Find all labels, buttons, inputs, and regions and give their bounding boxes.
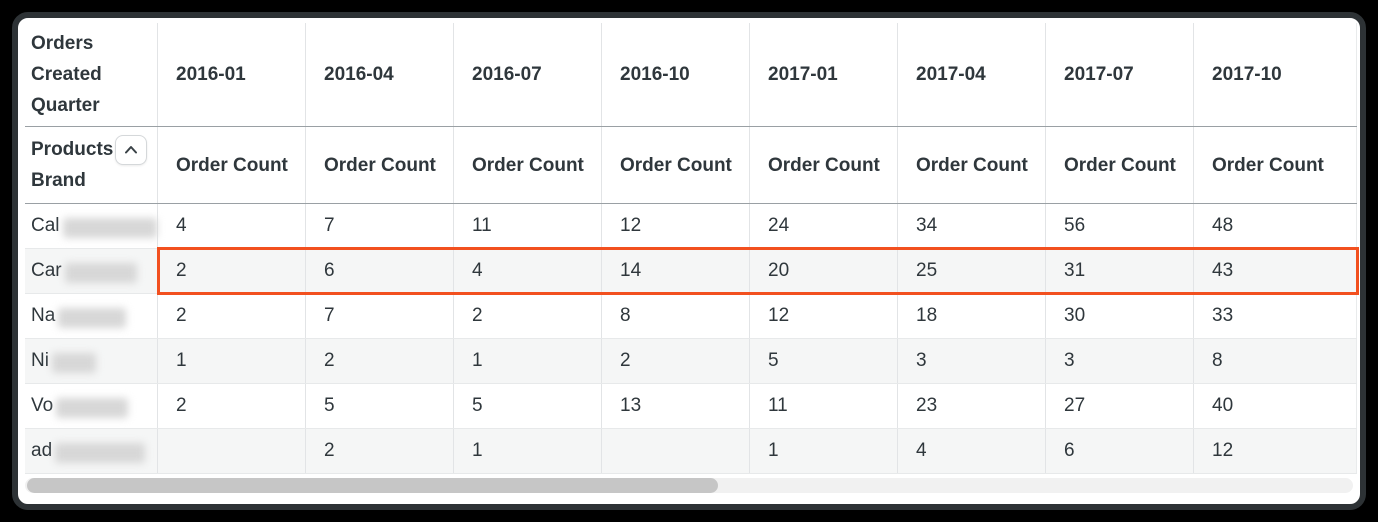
value-cell[interactable]: 2 (305, 429, 453, 473)
value-cell[interactable]: 12 (601, 204, 749, 248)
value-cell[interactable]: 2 (305, 339, 453, 383)
sort-ascending-button[interactable] (115, 134, 148, 165)
redacted-brand-blur (51, 353, 96, 373)
value-cell[interactable]: 24 (749, 204, 897, 248)
value-cell[interactable]: 43 (1193, 249, 1357, 293)
value-cell[interactable]: 18 (897, 294, 1045, 338)
value-cell[interactable]: 6 (1045, 429, 1193, 473)
row-dimension-label-line2: Brand (31, 170, 86, 191)
pivot-table: Orders Created Quarter 2016-01 2016-04 2… (25, 23, 1359, 504)
value-cell[interactable]: 14 (601, 249, 749, 293)
column-header[interactable]: 2016-07 (453, 23, 601, 126)
value-cell[interactable]: 40 (1193, 384, 1357, 428)
value-cell[interactable]: 5 (749, 339, 897, 383)
brand-cell[interactable]: ad (25, 429, 157, 473)
measure-header[interactable]: Order Count (157, 127, 305, 203)
value-cell[interactable]: 8 (1193, 339, 1357, 383)
brand-cell[interactable]: Na (25, 294, 157, 338)
value-cell[interactable]: 56 (1045, 204, 1193, 248)
value-cell[interactable]: 4 (157, 204, 305, 248)
column-header[interactable]: 2017-10 (1193, 23, 1357, 126)
table-row: Na 2 7 2 8 12 18 30 33 (25, 294, 1357, 339)
value-cell[interactable]: 2 (157, 294, 305, 338)
column-header[interactable]: 2017-04 (897, 23, 1045, 126)
redacted-brand-blur (64, 263, 137, 283)
redacted-brand-blur (58, 308, 127, 328)
column-header[interactable]: 2016-01 (157, 23, 305, 126)
column-header[interactable]: 2016-04 (305, 23, 453, 126)
scrollbar-area (25, 478, 1357, 493)
value-cell[interactable]: 27 (1045, 384, 1193, 428)
value-cell[interactable]: 1 (453, 339, 601, 383)
table-window: Orders Created Quarter 2016-01 2016-04 2… (12, 12, 1366, 510)
column-header-row: Orders Created Quarter 2016-01 2016-04 2… (25, 23, 1357, 127)
column-header[interactable]: 2017-07 (1045, 23, 1193, 126)
measure-header[interactable]: Order Count (601, 127, 749, 203)
row-dimension-header-cell[interactable]: Products Brand (25, 127, 157, 203)
table-row: Vo 2 5 5 13 11 23 27 40 (25, 384, 1357, 429)
value-cell[interactable] (157, 429, 305, 473)
chevron-up-icon (124, 142, 138, 157)
value-cell[interactable]: 2 (453, 294, 601, 338)
brand-cell[interactable]: Cal (25, 204, 157, 248)
redacted-brand-blur (56, 398, 129, 418)
value-cell[interactable]: 25 (897, 249, 1045, 293)
measure-header[interactable]: Order Count (749, 127, 897, 203)
value-cell[interactable]: 2 (601, 339, 749, 383)
value-cell[interactable]: 5 (305, 384, 453, 428)
row-dimension-label-line1: Products (31, 139, 114, 160)
table-row: Cal 4 7 11 12 24 34 56 48 (25, 204, 1357, 249)
value-cell[interactable]: 30 (1045, 294, 1193, 338)
measure-header[interactable]: Order Count (1045, 127, 1193, 203)
value-cell[interactable]: 7 (305, 294, 453, 338)
value-cell[interactable]: 4 (897, 429, 1045, 473)
value-cell[interactable]: 3 (1045, 339, 1193, 383)
value-cell[interactable]: 31 (1045, 249, 1193, 293)
value-cell[interactable]: 4 (453, 249, 601, 293)
brand-cell[interactable]: Ni (25, 339, 157, 383)
horizontal-scrollbar-track[interactable] (25, 478, 1353, 493)
value-cell[interactable]: 6 (305, 249, 453, 293)
column-header[interactable]: 2016-10 (601, 23, 749, 126)
value-cell[interactable]: 1 (453, 429, 601, 473)
value-cell[interactable]: 1 (157, 339, 305, 383)
redacted-brand-blur (62, 218, 157, 238)
value-cell[interactable]: 23 (897, 384, 1045, 428)
horizontal-scrollbar-thumb[interactable] (27, 478, 718, 493)
corner-header-cell: Orders Created Quarter (25, 23, 157, 126)
value-cell[interactable]: 3 (897, 339, 1045, 383)
value-cell[interactable]: 34 (897, 204, 1045, 248)
redacted-brand-blur (55, 443, 146, 463)
value-cell[interactable]: 12 (749, 294, 897, 338)
column-header[interactable]: 2017-01 (749, 23, 897, 126)
brand-cell[interactable]: Vo (25, 384, 157, 428)
measure-header[interactable]: Order Count (1193, 127, 1357, 203)
table-row: ad 2 1 1 4 6 12 (25, 429, 1357, 474)
value-cell[interactable] (601, 429, 749, 473)
value-cell[interactable]: 2 (157, 249, 305, 293)
table-row-highlighted: Car 2 6 4 14 20 25 31 43 (25, 247, 1359, 295)
value-cell[interactable]: 33 (1193, 294, 1357, 338)
value-cell[interactable]: 13 (601, 384, 749, 428)
value-cell[interactable]: 7 (305, 204, 453, 248)
corner-header-label: Orders Created Quarter (31, 33, 102, 116)
value-cell[interactable]: 5 (453, 384, 601, 428)
value-cell[interactable]: 20 (749, 249, 897, 293)
measure-header[interactable]: Order Count (897, 127, 1045, 203)
brand-cell[interactable]: Car (25, 249, 157, 293)
value-cell[interactable]: 11 (453, 204, 601, 248)
measure-header-row: Products Brand Order Count Order Count O… (25, 127, 1357, 204)
measure-header[interactable]: Order Count (453, 127, 601, 203)
measure-header[interactable]: Order Count (305, 127, 453, 203)
value-cell[interactable]: 48 (1193, 204, 1357, 248)
value-cell[interactable]: 2 (157, 384, 305, 428)
value-cell[interactable]: 11 (749, 384, 897, 428)
value-cell[interactable]: 8 (601, 294, 749, 338)
value-cell[interactable]: 12 (1193, 429, 1357, 473)
table-row: Ni 1 2 1 2 5 3 3 8 (25, 339, 1357, 384)
value-cell[interactable]: 1 (749, 429, 897, 473)
